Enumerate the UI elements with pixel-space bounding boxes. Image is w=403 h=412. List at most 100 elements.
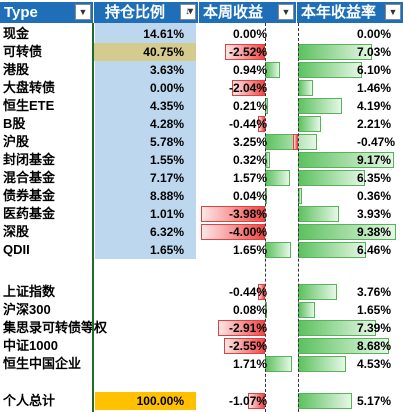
cell-holding[interactable]: 7.17% (149, 171, 184, 185)
cell-weekly-return[interactable]: 0.32% (199, 151, 297, 169)
cell-yearly-return[interactable]: 2.21% (297, 115, 403, 133)
cell-type[interactable] (3, 373, 98, 391)
cell-holding[interactable]: 5.78% (149, 135, 184, 149)
cell-holding[interactable] (93, 373, 196, 391)
cell-type[interactable]: 恒生中国企业 (3, 356, 82, 371)
cell-yearly-return[interactable]: 1.46% (297, 79, 403, 97)
table-row: 深股 6.32% -4.00% 9.38% (0, 223, 403, 241)
cell-weekly-return[interactable]: -2.04% (199, 79, 297, 97)
cell-yearly-return[interactable] (297, 259, 403, 277)
cell-holding[interactable]: 1.55% (149, 153, 184, 167)
cell-weekly-return[interactable]: -2.55% (199, 337, 297, 355)
sort-descending-icon[interactable]: ↓▾ (180, 4, 196, 20)
cell-weekly-return[interactable]: 0.21% (199, 97, 297, 115)
table-row: 恒生中国企业 1.71% 4.53% (0, 355, 403, 373)
cell-yearly-return[interactable] (297, 373, 403, 391)
cell-yearly-return[interactable]: 6.35% (297, 169, 403, 187)
cell-type[interactable]: 大盘转债 (3, 80, 56, 95)
yearly-value: 0.00% (357, 27, 392, 41)
column-header-weekly[interactable]: 本周收益 ▼ (199, 2, 297, 23)
cell-holding[interactable]: 4.35% (149, 99, 184, 113)
cell-yearly-return[interactable]: 0.36% (297, 187, 403, 205)
cell-holding[interactable] (93, 319, 196, 337)
weekly-value: 1.71% (232, 357, 267, 371)
cell-holding[interactable] (93, 301, 196, 319)
cell-type[interactable]: 深股 (3, 224, 30, 239)
filter-dropdown-icon[interactable]: ▼ (278, 4, 294, 20)
cell-type[interactable]: 封闭基金 (3, 152, 56, 167)
cell-holding[interactable]: 0.00% (149, 81, 184, 95)
filter-dropdown-icon[interactable]: ▼ (75, 4, 91, 20)
cell-yearly-return[interactable]: 8.68% (297, 337, 403, 355)
cell-weekly-return[interactable]: 1.71% (199, 355, 297, 373)
cell-yearly-return[interactable]: 9.17% (297, 151, 403, 169)
cell-yearly-return[interactable]: 4.53% (297, 355, 403, 373)
cell-holding[interactable]: 14.61% (143, 27, 184, 41)
cell-type[interactable] (3, 259, 98, 277)
column-header-type[interactable]: Type ▼ (0, 2, 94, 23)
cell-holding[interactable]: 6.32% (149, 225, 184, 239)
cell-yearly-return[interactable]: 4.19% (297, 97, 403, 115)
cell-weekly-return[interactable]: -3.98% (199, 205, 297, 223)
cell-type[interactable]: 中证1000 (3, 338, 58, 353)
cell-weekly-return[interactable]: -2.91% (199, 319, 297, 337)
cell-type[interactable]: QDII (3, 242, 30, 257)
weekly-value: 0.08% (232, 303, 267, 317)
cell-holding[interactable]: 4.28% (149, 117, 184, 131)
cell-weekly-return[interactable]: -4.00% (199, 223, 297, 241)
cell-holding[interactable]: 8.88% (149, 189, 184, 203)
cell-yearly-return[interactable]: 5.17% (297, 392, 403, 410)
cell-holding[interactable] (93, 355, 196, 373)
cell-holding[interactable] (93, 283, 196, 301)
cell-holding[interactable]: 1.65% (149, 243, 184, 257)
cell-type[interactable]: 沪深300 (3, 302, 51, 317)
cell-type[interactable]: 集思录可转债等权 (3, 320, 108, 335)
cell-holding[interactable]: 40.75% (93, 43, 196, 61)
cell-holding[interactable]: 1.01% (149, 207, 184, 221)
cell-type[interactable]: 港股 (3, 62, 30, 77)
cell-weekly-return[interactable]: -0.44% (199, 283, 297, 301)
cell-yearly-return[interactable]: 3.93% (297, 205, 403, 223)
cell-weekly-return[interactable]: 0.04% (199, 187, 297, 205)
cell-weekly-return[interactable]: -1.07% (199, 392, 297, 410)
cell-weekly-return[interactable]: 0.00% (199, 25, 297, 43)
cell-yearly-return[interactable]: 1.65% (297, 301, 403, 319)
cell-weekly-return[interactable]: 1.57% (199, 169, 297, 187)
cell-holding[interactable] (93, 337, 196, 355)
column-header-yearly[interactable]: 本年收益率 ▼ (297, 2, 403, 23)
cell-weekly-return[interactable]: 3.25% (199, 133, 317, 151)
filter-dropdown-icon[interactable]: ▼ (385, 4, 401, 20)
cell-type[interactable]: 恒生ETE (3, 98, 55, 113)
cell-type[interactable]: 医药基金 (3, 206, 56, 221)
cell-yearly-return[interactable]: -0.47% (293, 133, 403, 151)
cell-weekly-return[interactable] (199, 259, 297, 277)
cell-weekly-return[interactable]: -0.44% (199, 115, 297, 133)
cell-type[interactable]: B股 (3, 116, 26, 131)
table-row: 大盘转债 0.00% -2.04% 1.46% (0, 79, 403, 97)
cell-yearly-return[interactable]: 9.38% (297, 223, 403, 241)
column-header-holding[interactable]: 持仓比例 ↓▾ (94, 2, 199, 23)
weekly-value: 0.21% (232, 99, 267, 113)
cell-type[interactable]: 沪股 (3, 134, 30, 149)
cell-weekly-return[interactable]: 0.94% (199, 61, 297, 79)
cell-type[interactable]: 债券基金 (3, 188, 56, 203)
cell-type[interactable]: 可转债 (3, 44, 43, 59)
positive-bar (298, 356, 346, 372)
cell-yearly-return[interactable]: 6.46% (297, 241, 403, 259)
cell-type[interactable]: 上证指数 (3, 284, 56, 299)
cell-yearly-return[interactable]: 3.76% (297, 283, 403, 301)
cell-holding[interactable]: 3.63% (149, 63, 184, 77)
cell-holding[interactable] (93, 259, 196, 277)
cell-type[interactable]: 混合基金 (3, 170, 56, 185)
cell-yearly-return[interactable]: 7.39% (297, 319, 403, 337)
cell-weekly-return[interactable]: -2.52% (199, 43, 297, 61)
cell-type[interactable]: 现金 (3, 26, 30, 41)
cell-yearly-return[interactable]: 7.03% (297, 43, 403, 61)
cell-weekly-return[interactable]: 1.65% (199, 241, 297, 259)
cell-weekly-return[interactable] (199, 373, 297, 391)
cell-yearly-return[interactable]: 0.00% (297, 25, 403, 43)
cell-yearly-return[interactable]: 6.10% (297, 61, 403, 79)
cell-weekly-return[interactable]: 0.08% (199, 301, 297, 319)
cell-type[interactable]: 个人总计 (3, 393, 56, 408)
cell-holding[interactable]: 100.00% (95, 392, 196, 410)
